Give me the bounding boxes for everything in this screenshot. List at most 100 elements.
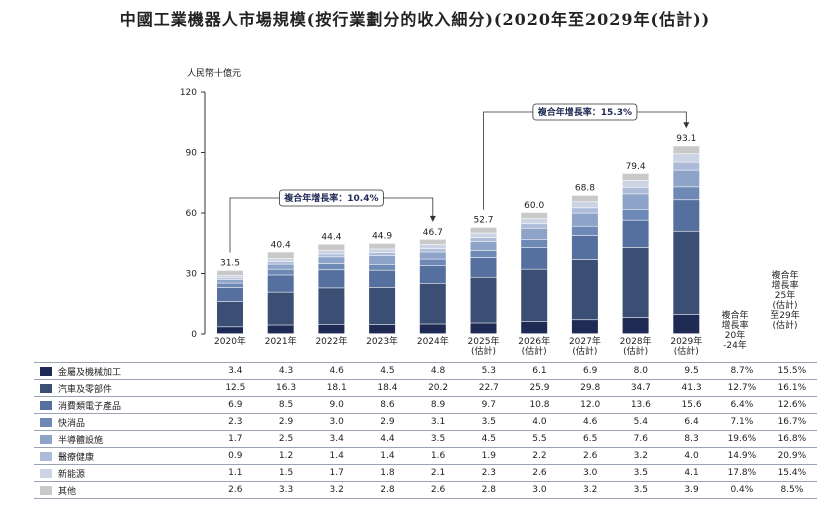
table-cell: 2.6 xyxy=(514,464,565,482)
cagr-column-header: 至29年 xyxy=(770,309,799,321)
bar-segment xyxy=(318,244,345,251)
bar-segment xyxy=(571,235,598,260)
table-cell: 1.8 xyxy=(362,464,413,482)
table-cell: 4.1 xyxy=(666,464,717,482)
table-cell: 7.6 xyxy=(615,430,667,448)
table-cell: 2.8 xyxy=(362,481,413,499)
table-cell: 2.6 xyxy=(210,481,261,499)
series-label: 消費類電子產品 xyxy=(34,396,210,414)
table-cell: 4.3 xyxy=(260,362,312,380)
table-cell: 1.2 xyxy=(260,447,312,465)
legend-swatch xyxy=(40,434,52,444)
x-tick-label: (估計) xyxy=(572,345,597,357)
y-axis-label: 人民幣十億元 xyxy=(187,67,241,79)
table-cell: 3.5 xyxy=(412,430,464,448)
cagr-cell: 16.8% xyxy=(766,430,817,448)
table-cell: 8.6 xyxy=(362,396,413,414)
table-cell: 20.2 xyxy=(412,379,464,397)
table-cell: 2.5 xyxy=(260,430,312,448)
table-cell: 4.0 xyxy=(666,447,717,465)
x-tick-label: (估計) xyxy=(674,345,699,357)
y-tick-label: 120 xyxy=(180,88,197,98)
bar-segment xyxy=(571,213,598,226)
table-cell: 0.9 xyxy=(210,447,261,465)
cagr-cell: 8.7% xyxy=(716,362,767,380)
table-cell: 2.1 xyxy=(412,464,464,482)
bar-segment xyxy=(622,173,649,181)
bar-segment xyxy=(369,249,396,253)
stacked-bar-chart: 人民幣十億元 0 30 60 90 120 31.5 2020年 40.4 2021年 44.4 20… xyxy=(180,67,800,357)
bar-segment xyxy=(267,262,294,264)
table-cell: 3.1 xyxy=(412,413,464,431)
table-cell: 29.8 xyxy=(564,379,616,397)
series-label: 金屬及機械加工 xyxy=(34,362,210,380)
x-tick-label: (估計) xyxy=(522,345,547,357)
table-cell: 18.1 xyxy=(311,379,363,397)
bar-segment xyxy=(622,194,649,209)
table-cell: 4.6 xyxy=(311,362,363,380)
cagr-column-header: 增長率 xyxy=(771,279,798,291)
bar-segment xyxy=(217,275,243,278)
table-cell: 15.6 xyxy=(666,396,717,414)
table-cell: 1.7 xyxy=(311,464,363,482)
bar-segment xyxy=(470,277,497,323)
table-cell: 34.7 xyxy=(615,379,667,397)
bar-segment xyxy=(571,226,598,236)
table-cell: 13.6 xyxy=(615,396,667,414)
data-table: 金屬及機械加工 3.4 4.3 4.6 4.5 4.8 5.3 6.1 6.9 8.0 9.5 8.7… xyxy=(34,362,817,499)
bar-segment xyxy=(571,208,598,213)
bar-segment xyxy=(267,325,294,334)
bar-segment xyxy=(267,252,294,259)
table-cell: 1.6 xyxy=(412,447,464,465)
bar-segment xyxy=(470,241,497,251)
table-cell: 1.9 xyxy=(463,447,515,465)
x-tick-label: 2028年 xyxy=(620,335,652,347)
table-cell: 5.3 xyxy=(463,362,515,380)
total-label: 68.8 xyxy=(575,183,595,193)
legend-swatch xyxy=(40,485,52,495)
table-cell: 18.4 xyxy=(362,379,413,397)
bar-segment xyxy=(470,257,497,277)
bar-segment xyxy=(673,314,700,334)
table-cell: 12.0 xyxy=(564,396,616,414)
bar-segment xyxy=(267,264,294,269)
cagr-column-header: (估計) xyxy=(772,299,797,311)
x-tick-label: 2029年 xyxy=(670,335,702,347)
table-cell: 1.5 xyxy=(260,464,312,482)
bar-segment xyxy=(521,224,548,228)
bar-segment xyxy=(521,212,548,219)
y-tick-label: 0 xyxy=(191,330,197,340)
series-label: 新能源 xyxy=(34,464,210,482)
bar-segment xyxy=(217,288,243,302)
bar-segment xyxy=(673,200,700,231)
bar-segment xyxy=(673,187,700,200)
cagr-cell: 16.7% xyxy=(766,413,817,431)
bar-segment xyxy=(521,247,548,269)
legend-swatch xyxy=(40,400,52,410)
table-cell: 3.5 xyxy=(463,413,515,431)
cagr-cell: 0.4% xyxy=(716,481,767,499)
bar-segment xyxy=(369,243,396,249)
cagr-cell: 7.1% xyxy=(716,413,767,431)
bar-segment xyxy=(369,252,396,256)
cagr-2020-2024-arrow xyxy=(429,215,436,222)
table-cell: 3.2 xyxy=(311,481,363,499)
bar-segment xyxy=(673,146,700,154)
bar-segment xyxy=(521,321,548,334)
legend-swatch xyxy=(40,417,52,427)
table-cell: 3.4 xyxy=(210,362,261,380)
bar-segment xyxy=(318,257,345,264)
table-cell: 9.7 xyxy=(463,396,515,414)
cagr-2020-2024-box xyxy=(278,189,384,207)
total-label: 46.7 xyxy=(423,228,443,238)
cagr-cell: 12.7% xyxy=(716,379,767,397)
table-row: 金屬及機械加工 3.4 4.3 4.6 4.5 4.8 5.3 6.1 6.9 8.0 9.5 8.7… xyxy=(34,362,817,380)
table-cell: 2.6 xyxy=(564,447,616,465)
table-row: 汽車及零部件 12.5 16.3 18.1 18.4 20.2 22.7 25.9 29.8 34… xyxy=(34,379,817,397)
table-cell: 10.8 xyxy=(514,396,565,414)
table-row: 快消品 2.3 2.9 3.0 2.9 3.1 3.5 4.0 4.6 5.4 6.4 7.1% 16.… xyxy=(34,413,817,431)
table-cell: 3.3 xyxy=(260,481,312,499)
table-cell: 4.8 xyxy=(412,362,464,380)
table-row: 半導體設施 1.7 2.5 3.4 4.4 3.5 4.5 5.5 6.5 7.6 8.3 19.6%… xyxy=(34,430,817,448)
bar-segment xyxy=(571,320,598,334)
